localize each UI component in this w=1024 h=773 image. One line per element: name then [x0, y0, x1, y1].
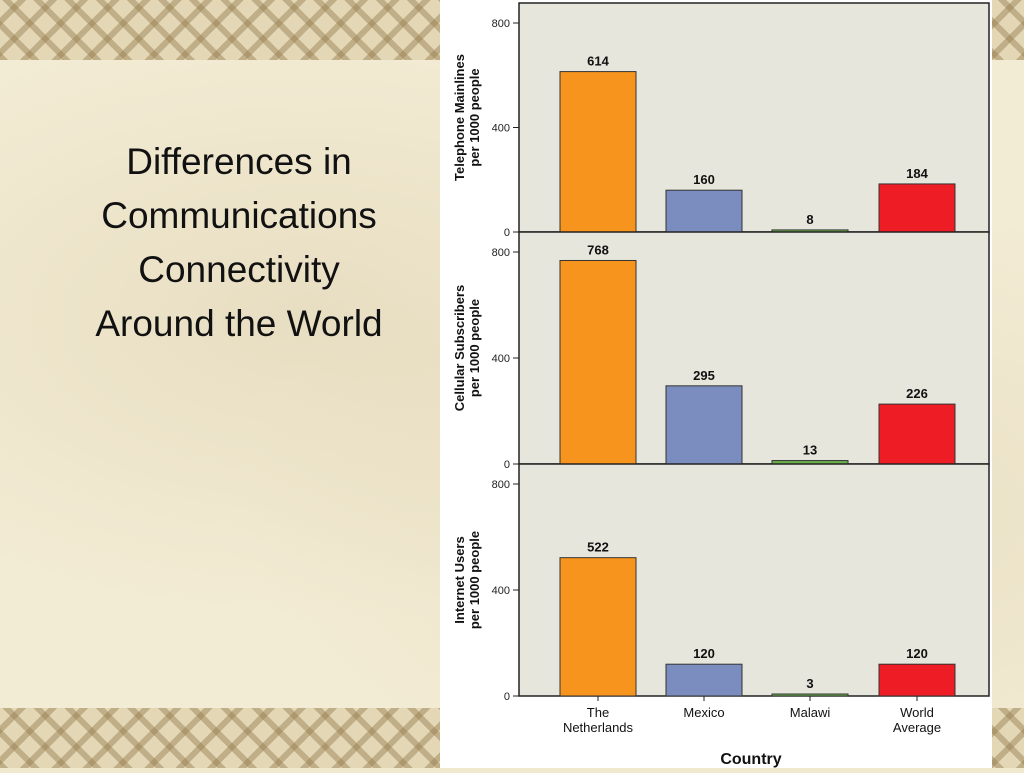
bar: [665, 385, 743, 465]
slide-title: Differences in Communications Connectivi…: [30, 135, 448, 351]
data-label: 184: [906, 166, 928, 181]
y-axis-label-line: Telephone Mainlines: [452, 54, 467, 181]
bar-chart-figure: 0 400 800 Telephone Mainlinesper 1000 peopl…: [440, 0, 992, 768]
y-tick-label: 800: [492, 479, 510, 491]
bar: [878, 663, 956, 697]
x-axis-label: Country: [720, 751, 781, 768]
data-label: 295: [693, 368, 715, 383]
x-tick-label-line: Netherlands: [563, 720, 634, 735]
data-label: 160: [693, 172, 715, 187]
bar: [878, 403, 956, 465]
y-tick-label: 800: [492, 18, 510, 30]
y-tick-label: 0: [504, 227, 510, 239]
y-axis-label: Telephone Mainlinesper 1000 people: [452, 54, 482, 181]
y-axis-label-line: Internet Users: [452, 536, 467, 623]
y-axis-label-line: per 1000 people: [467, 68, 482, 166]
bar: [559, 557, 637, 697]
x-tick-label: World Average: [893, 705, 941, 735]
x-tick-label-line: World: [900, 705, 934, 720]
slide-title-line-1: Differences in: [126, 141, 352, 182]
bar: [665, 189, 743, 233]
data-label: 226: [906, 386, 928, 401]
y-axis-label: Internet Usersper 1000 people: [452, 531, 482, 629]
data-label: 614: [587, 54, 609, 69]
y-tick-label: 400: [492, 353, 510, 365]
data-label: 120: [906, 646, 928, 661]
y-axis-label: Cellular Subscribersper 1000 people: [452, 285, 482, 411]
slide-title-line-3: Connectivity: [138, 249, 340, 290]
data-label: 8: [806, 212, 813, 227]
x-tick-label: The Netherlands: [563, 705, 634, 735]
slide-title-line-2: Communications: [101, 195, 377, 236]
bar: [665, 663, 743, 697]
x-tick-label: Malawi: [790, 705, 831, 720]
slide-title-line-4: Around the World: [95, 303, 383, 344]
y-tick-label: 400: [492, 585, 510, 597]
bar: [559, 259, 637, 465]
data-label: 3: [806, 676, 813, 691]
y-tick-label: 800: [492, 247, 510, 259]
x-tick-label-line: Mexico: [683, 705, 724, 720]
y-axis-label-line: Cellular Subscribers: [452, 285, 467, 411]
y-tick-label: 400: [492, 123, 510, 135]
x-tick-label-line: The: [587, 705, 609, 720]
y-axis-label-line: per 1000 people: [467, 531, 482, 629]
bar: [559, 71, 637, 233]
y-axis-label-line: per 1000 people: [467, 299, 482, 397]
bar: [878, 183, 956, 233]
bar: [771, 693, 849, 697]
data-label: 768: [587, 242, 609, 257]
data-label: 13: [803, 443, 817, 458]
y-tick-label: 0: [504, 691, 510, 703]
x-tick-label-line: Average: [893, 720, 941, 735]
data-label: 120: [693, 646, 715, 661]
y-tick-label: 0: [504, 459, 510, 471]
x-tick-label: Mexico: [683, 705, 724, 720]
data-label: 522: [587, 540, 609, 555]
x-tick-label-line: Malawi: [790, 705, 831, 720]
